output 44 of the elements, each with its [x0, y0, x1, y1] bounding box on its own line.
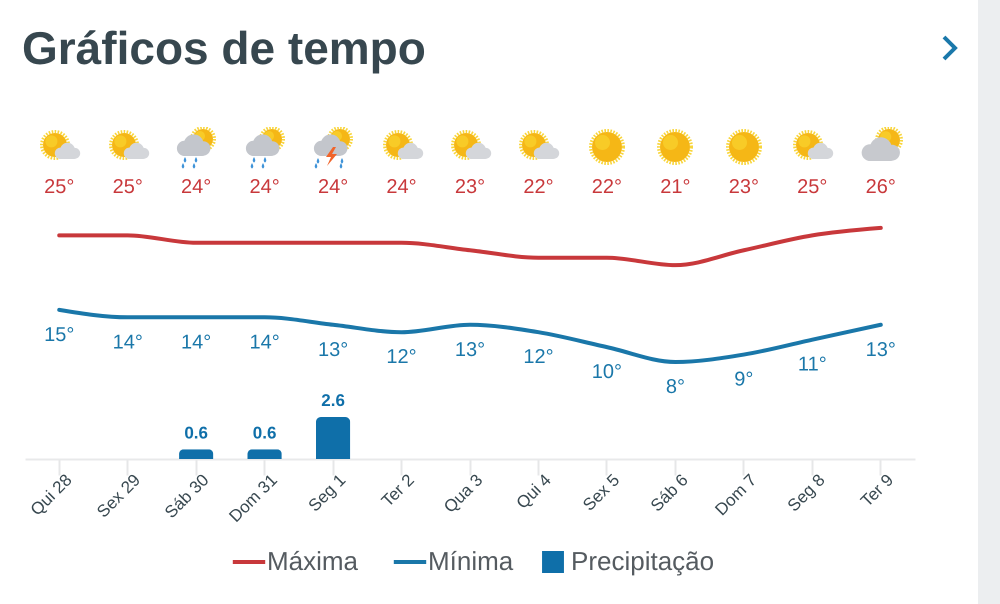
x-tick-label: Seg 1	[304, 470, 350, 516]
legend-label: Máxima	[267, 546, 359, 576]
data-label: 25°	[797, 176, 828, 198]
x-tick-label: Sex 5	[579, 470, 624, 515]
data-label: 26°	[866, 176, 896, 198]
data-label: 22°	[592, 176, 622, 198]
data-label: 24°	[386, 176, 417, 198]
data-label: 2.6	[321, 391, 345, 410]
chart-title: Gráficos de tempo	[22, 22, 426, 74]
data-label: 24°	[249, 176, 280, 198]
data-label: 13°	[866, 338, 896, 361]
x-tick-label: Ter 9	[856, 470, 898, 511]
data-label: 13°	[318, 338, 348, 361]
data-label: 14°	[249, 331, 280, 354]
data-label: 21°	[660, 176, 691, 198]
x-tick-label: Sex 29	[93, 470, 144, 522]
data-label: 14°	[112, 331, 143, 354]
data-label: 15°	[44, 324, 74, 346]
x-tick-label: Seg 8	[784, 470, 829, 516]
x-tick-label: Sáb 6	[646, 470, 692, 516]
data-label: 25°	[112, 176, 143, 198]
legend-label: Precipitação	[571, 546, 714, 576]
data-label: 0.6	[184, 423, 208, 442]
data-label: 12°	[523, 346, 554, 368]
x-tick-label: Qui 4	[512, 470, 555, 513]
data-label: 24°	[318, 176, 348, 198]
x-tick-label: Qui 28	[26, 470, 76, 520]
data-label: 11°	[798, 354, 827, 376]
data-label: 24°	[181, 176, 212, 198]
data-label: 23°	[728, 176, 759, 198]
data-label: 13°	[454, 338, 486, 361]
x-tick-label: Sáb 30	[160, 470, 213, 522]
x-tick-label: Qua 3	[440, 470, 486, 517]
data-label: 12°	[386, 346, 417, 368]
x-tick-label: Ter 2	[378, 470, 418, 511]
data-label: 14°	[181, 331, 212, 354]
data-label: 25°	[44, 176, 74, 198]
data-label: 22°	[523, 176, 554, 198]
data-label: 9°	[734, 368, 754, 391]
data-label: 0.6	[252, 423, 276, 442]
data-label: 8°	[666, 376, 685, 398]
legend-label: Mínima	[428, 546, 514, 576]
data-label: 23°	[454, 176, 486, 198]
data-label: 10°	[592, 361, 622, 384]
